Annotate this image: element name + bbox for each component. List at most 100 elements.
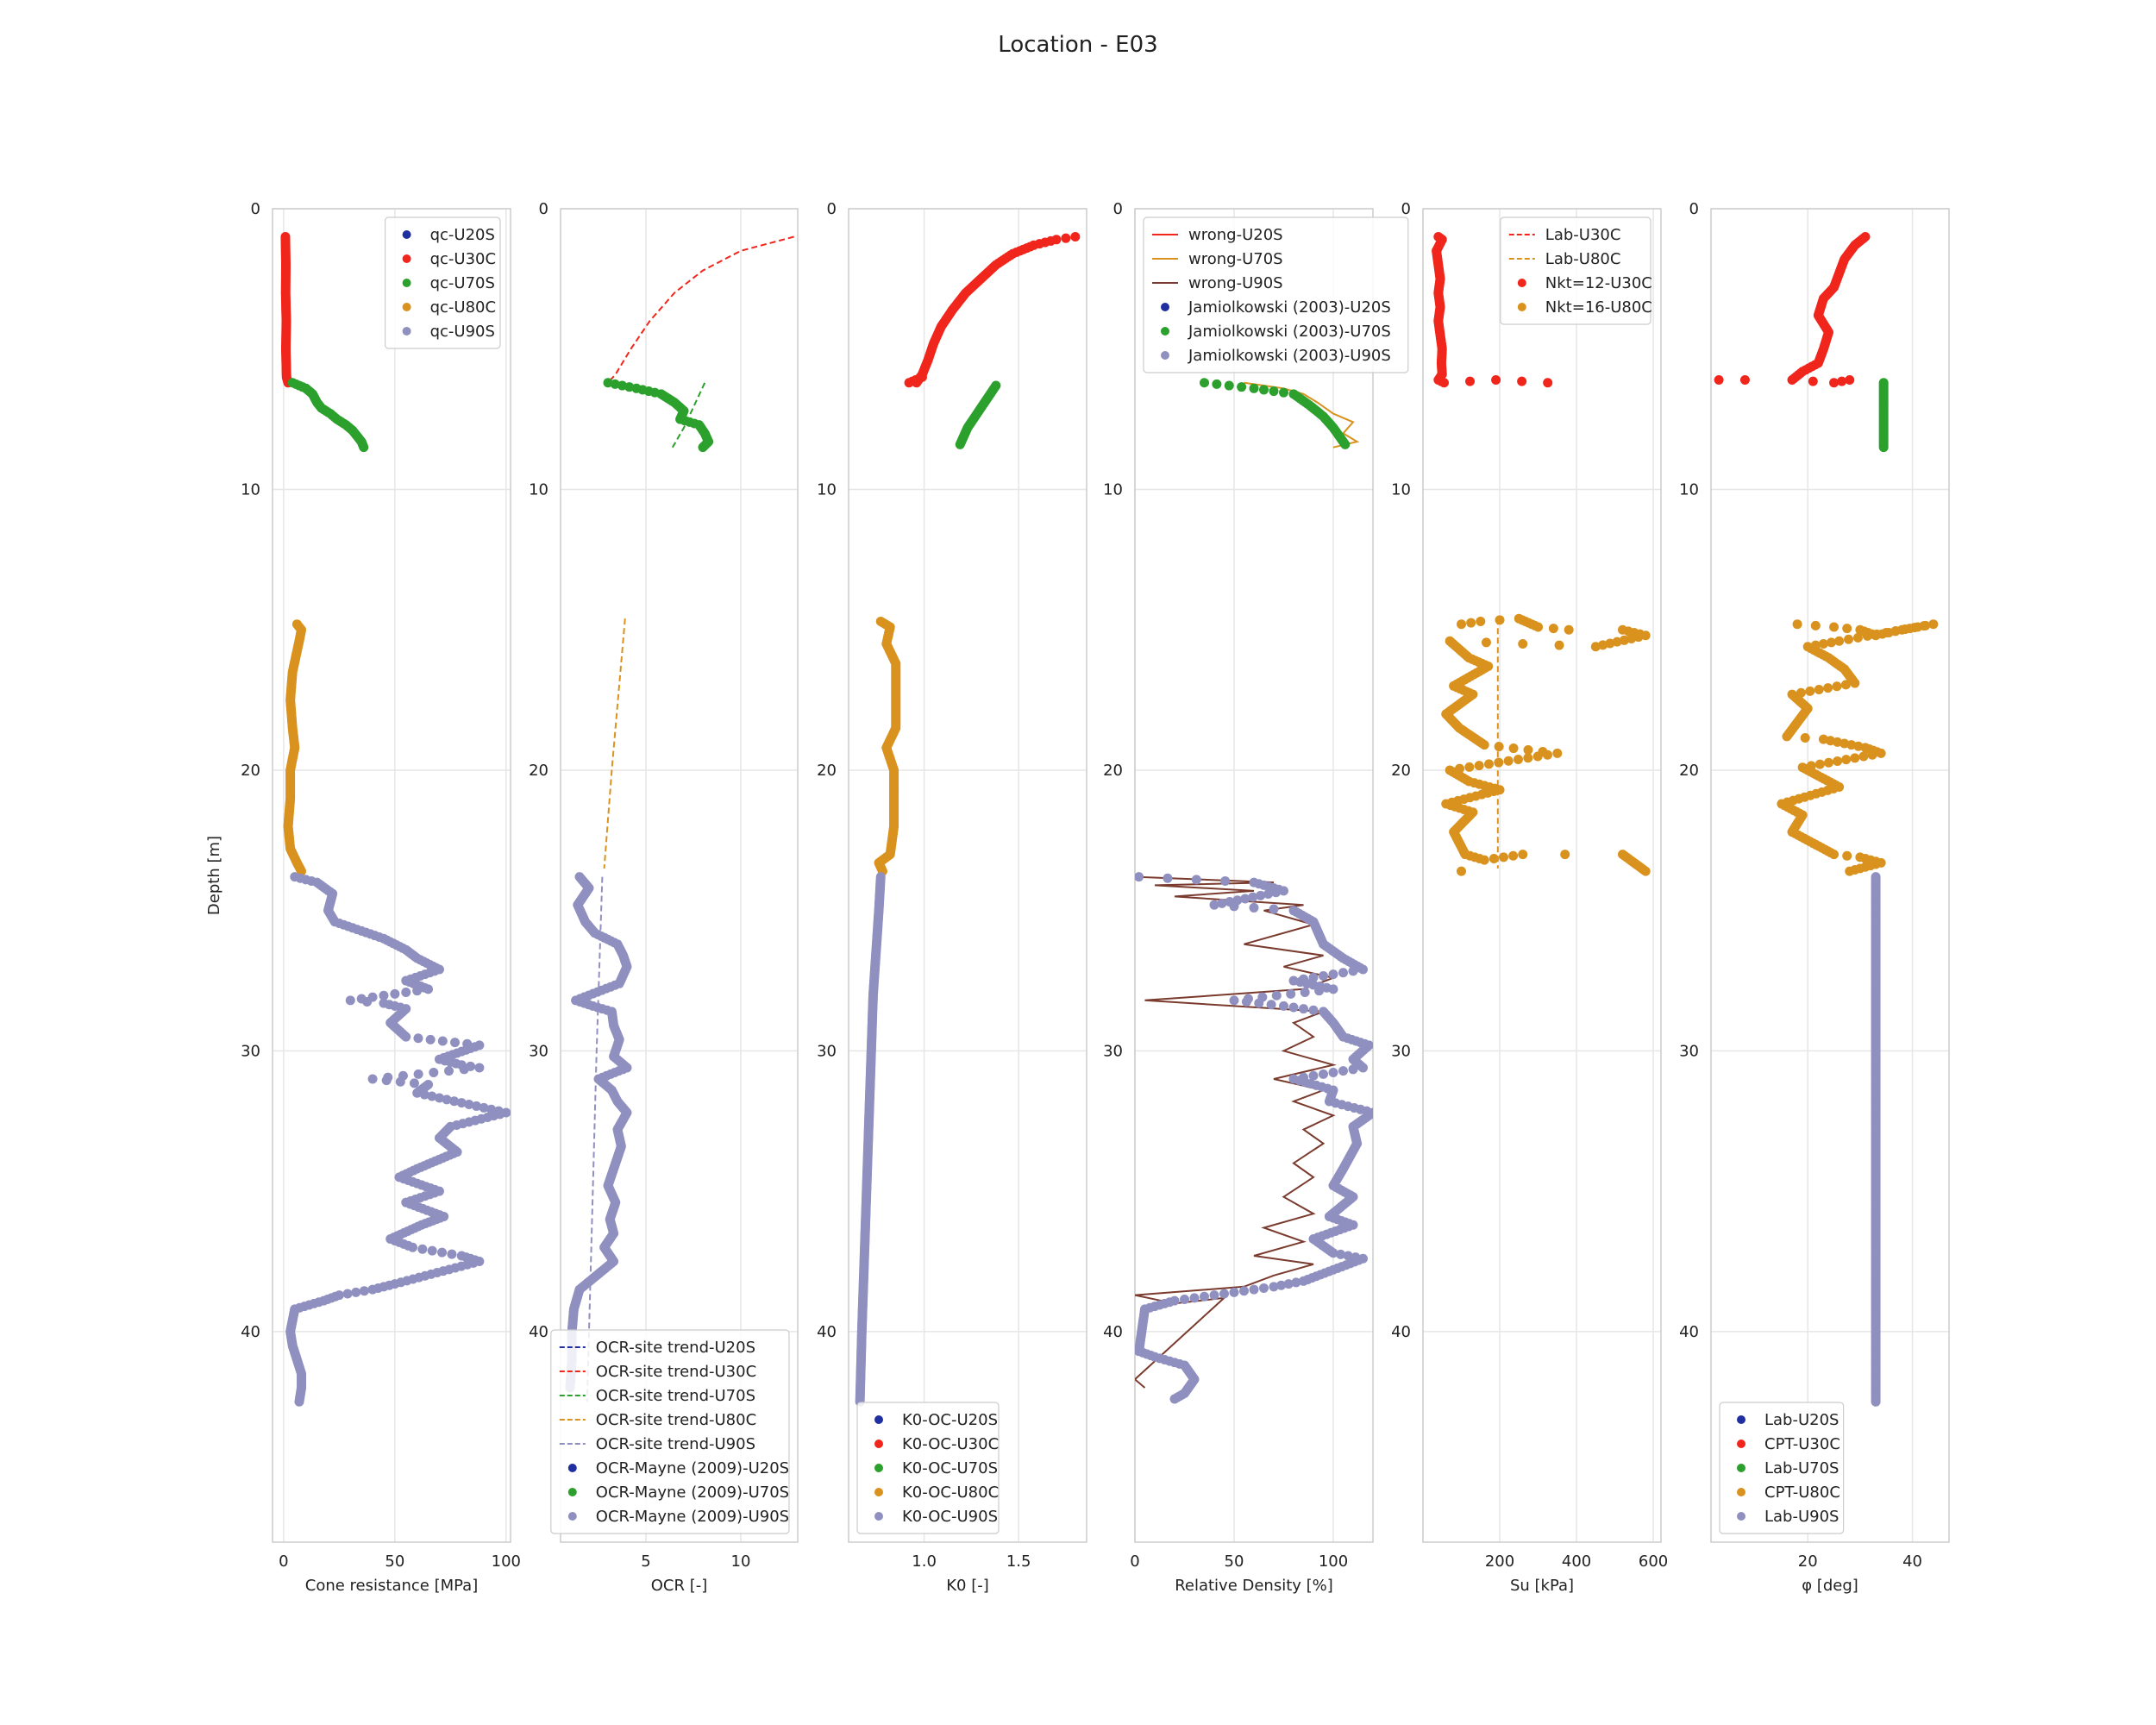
legend-marker [874,1488,883,1496]
data-point [1288,1002,1299,1013]
legend-label: wrong-U20S [1188,226,1283,244]
axes-frame [272,208,511,1543]
subplot-5: 0 10 20 30 40 200 400 600 Su [kPa] Lab-U30C Lab-U8… [1391,200,1668,1595]
data-point [624,382,635,392]
x-tick-label: 5 [641,1552,650,1571]
data-point [1279,387,1288,398]
legend-marker [1737,1415,1745,1424]
legend-label: Lab-U20S [1764,1411,1839,1429]
data-point [1832,681,1842,692]
data-point [1633,632,1644,643]
y-tick-label: 10 [817,480,837,499]
legend-label: K0-OC-U30C [902,1435,999,1453]
data-point [1542,750,1552,760]
data-point [362,996,373,1007]
data-point [1827,637,1837,648]
series-line [1244,381,1360,448]
data-point [1640,866,1651,876]
x-tick-label: 100 [492,1552,521,1571]
data-point [1483,759,1494,769]
y-tick-label: 10 [241,480,260,499]
figure-title: Location - E03 [998,32,1157,58]
data-point [1829,850,1839,860]
data-point [1909,623,1920,633]
y-tick-label: 10 [529,480,548,499]
data-point [1163,873,1173,883]
data-point [1241,996,1251,1007]
data-point [1871,1396,1881,1407]
data-point [437,1247,448,1258]
legend-box [550,1329,790,1534]
x-tick-label: 20 [1798,1552,1818,1571]
data-point [345,995,355,1006]
data-point [1844,634,1854,644]
data-point [1256,890,1266,900]
data-point [456,1098,467,1108]
legend-marker [1737,1440,1745,1448]
data-point [955,439,965,449]
data-point [413,1033,423,1044]
data-point [610,379,620,389]
data-point [1858,751,1869,762]
legend-marker [1517,279,1526,287]
data-point [1842,850,1852,861]
data-point [1503,756,1514,766]
data-point [1498,852,1508,862]
data-point [412,986,423,996]
data-point [1200,378,1209,388]
data-point [1259,1283,1269,1293]
data-point [1135,872,1144,882]
data-point [459,1064,469,1075]
data-point [1829,378,1839,388]
x-axis-label: OCR [-] [651,1577,708,1595]
data-point [1829,622,1839,632]
plot-area [855,232,1081,1407]
legend-marker [1161,327,1169,336]
y-axis-label: Depth [m] [205,836,223,915]
legend-label: Lab-U90S [1764,1508,1839,1526]
legend-marker [874,1512,883,1521]
data-point [409,1078,419,1088]
data-point [1259,385,1269,395]
legend-marker [567,1512,577,1521]
data-point [367,1284,378,1295]
y-tick-label: 30 [241,1042,260,1060]
axes-frame [1422,208,1662,1543]
data-point [1928,619,1939,630]
data-point [1464,762,1475,772]
x-tick-label: 50 [1225,1552,1244,1571]
data-point [447,1249,457,1259]
data-point [1248,892,1258,902]
legend: K0-OC-U20S K0-OC-U30C K0-OC-U70S K0-OC-U80C… [856,1402,1000,1534]
data-point [1489,853,1499,863]
data-point [1308,1005,1319,1015]
data-point [1523,753,1533,763]
data-point [1513,755,1523,765]
data-point [1842,624,1852,634]
data-point [1548,624,1558,634]
data-point [412,1088,423,1098]
data-point [1900,624,1910,635]
data-point [1810,620,1821,630]
plot-area [1714,232,1939,1407]
y-tick-label: 30 [1103,1042,1123,1060]
data-point [1878,442,1889,453]
legend-marker [402,327,411,336]
data-point [1837,376,1847,386]
y-tick-label: 20 [241,762,260,780]
plot-area [1432,232,1651,876]
data-point [1200,1291,1209,1302]
data-point [1328,969,1338,980]
legend-marker [567,1464,577,1472]
data-point [1787,375,1797,386]
data-point [1808,376,1818,386]
data-point [1533,622,1544,632]
data-point [429,1068,439,1078]
data-point [1714,375,1724,386]
y-tick-label: 0 [1401,200,1411,218]
legend-box [1719,1402,1845,1534]
plot-area [1135,378,1373,1404]
data-point [1336,1249,1346,1259]
data-point [1640,630,1651,641]
y-tick-label: 40 [529,1323,548,1341]
